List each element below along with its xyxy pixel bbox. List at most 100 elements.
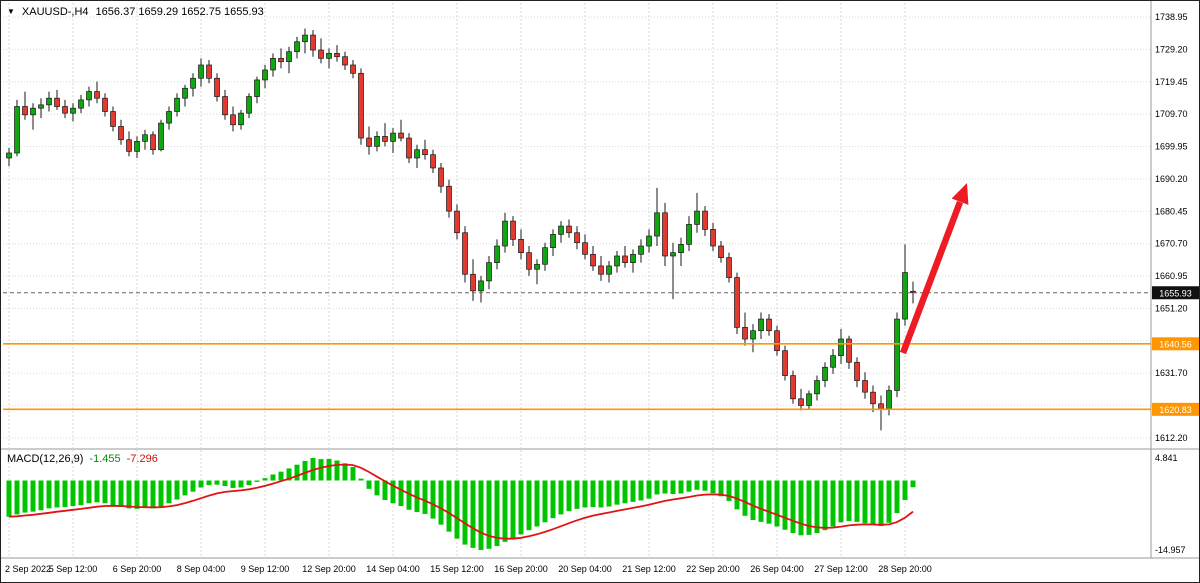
candle-up <box>478 280 484 292</box>
macd-histogram-bar <box>814 480 820 534</box>
time-axis-label: 21 Sep 12:00 <box>622 564 676 574</box>
candle-up <box>142 134 148 142</box>
macd-histogram-bar <box>598 480 604 508</box>
price-axis-label: 1699.95 <box>1155 142 1188 152</box>
candle-down <box>230 114 236 126</box>
candle-down <box>790 375 796 400</box>
macd-histogram-bar <box>646 480 652 499</box>
candle-down <box>662 212 668 257</box>
candle-up <box>254 79 260 97</box>
macd-histogram-bar <box>766 480 772 524</box>
macd-histogram-bar <box>398 480 404 507</box>
candle-up <box>542 247 548 265</box>
candle-down <box>150 134 156 151</box>
macd-histogram-bar <box>422 480 428 514</box>
macd-histogram-bar <box>470 480 476 548</box>
macd-histogram-bar <box>326 458 332 481</box>
arrow-shaft[interactable] <box>899 200 964 355</box>
candle-down <box>398 132 404 139</box>
horizontal-level-lines[interactable] <box>3 343 1151 411</box>
candle-up <box>822 366 828 381</box>
macd-histogram-bar <box>286 468 292 481</box>
macd-main-value: -1.455 <box>89 453 121 465</box>
macd-histogram-bar <box>46 480 52 509</box>
macd-histogram-bar <box>558 480 564 515</box>
candle-up <box>758 318 764 332</box>
macd-histogram-bar <box>102 480 108 504</box>
current-price-badge <box>1152 286 1199 300</box>
macd-histogram-bar <box>22 480 28 513</box>
time-axis-label: 2 Sep 2022 <box>5 564 51 574</box>
candle-up <box>246 96 252 114</box>
candle-up <box>390 132 396 142</box>
candle-up <box>606 265 612 275</box>
candle-up <box>86 91 92 101</box>
macd-axis[interactable]: 4.841 -14.957 <box>1155 453 1186 555</box>
candle-down <box>366 137 372 147</box>
candle-up <box>670 252 676 257</box>
candle-up <box>502 220 508 247</box>
candle-down <box>214 77 220 97</box>
level-price-badge <box>1152 337 1199 351</box>
macd-histogram-bar <box>758 480 764 522</box>
macd-histogram-bar <box>542 480 548 523</box>
chart-header: ▼ XAUUSD-,H4 1656.37 1659.29 1652.75 165… <box>7 6 264 18</box>
candle-up <box>686 224 692 245</box>
macd-histogram-bar <box>590 480 596 507</box>
macd-histogram-bar <box>478 480 484 550</box>
macd-histogram-bar <box>270 474 276 481</box>
macd-histogram-bar <box>742 480 748 516</box>
candle-down <box>54 97 60 107</box>
macd-histogram-bar <box>238 480 244 488</box>
time-axis-label: 20 Sep 04:00 <box>558 564 612 574</box>
symbol-menu-icon[interactable]: ▼ <box>7 7 15 16</box>
macd-histogram-bar <box>614 480 620 505</box>
candle-up <box>414 149 420 159</box>
trend-arrow-annotation[interactable] <box>899 183 969 355</box>
ohlc-values: 1656.37 1659.29 1652.75 1655.93 <box>95 6 264 18</box>
candle-up <box>190 77 196 89</box>
macd-histogram-bar <box>142 480 148 508</box>
candle-up <box>158 122 164 151</box>
macd-histogram-bar <box>622 480 628 504</box>
candle-up <box>294 41 300 53</box>
level-price-badge-text: 1620.83 <box>1159 405 1192 415</box>
macd-histogram-bar <box>302 460 308 481</box>
time-axis-label: 12 Sep 20:00 <box>302 564 356 574</box>
arrow-head[interactable] <box>951 183 969 205</box>
candle-up <box>270 58 276 71</box>
candle-down <box>854 361 860 381</box>
macd-histogram-bar <box>526 480 532 531</box>
macd-histogram-bar <box>790 480 796 534</box>
time-axis-label: 6 Sep 20:00 <box>113 564 162 574</box>
time-axis-label: 5 Sep 12:00 <box>49 564 98 574</box>
price-axis-label: 1631.70 <box>1155 368 1188 378</box>
macd-axis-max: 4.841 <box>1155 453 1178 463</box>
candle-up <box>694 210 700 225</box>
candle-up <box>262 69 268 81</box>
candle-down <box>206 64 212 79</box>
macd-histogram-bar <box>118 480 124 507</box>
macd-histogram-bar <box>638 480 644 501</box>
candle-up <box>494 245 500 263</box>
candle-down <box>462 232 468 275</box>
candle-up <box>78 99 84 109</box>
macd-histogram-bar <box>254 480 260 482</box>
candle-up <box>630 253 636 263</box>
candle-down <box>702 210 708 230</box>
macd-histogram-bar <box>14 480 20 515</box>
macd-signal-line <box>8 463 914 540</box>
price-axis[interactable]: 1738.95 1729.20 1719.45 1709.70 1699.95 1690.… <box>1152 12 1199 443</box>
macd-name: MACD(12,26,9) <box>7 453 84 465</box>
macd-histogram-bar <box>846 480 852 521</box>
macd-histogram-bar <box>230 480 236 488</box>
macd-histogram-bar <box>182 480 188 496</box>
macd-histogram-bar <box>150 480 156 509</box>
macd-histogram-bar <box>430 480 436 519</box>
macd-panel <box>6 458 916 550</box>
candle-down <box>382 136 388 142</box>
macd-histogram-bar <box>246 480 252 486</box>
macd-histogram-bar <box>406 480 412 510</box>
